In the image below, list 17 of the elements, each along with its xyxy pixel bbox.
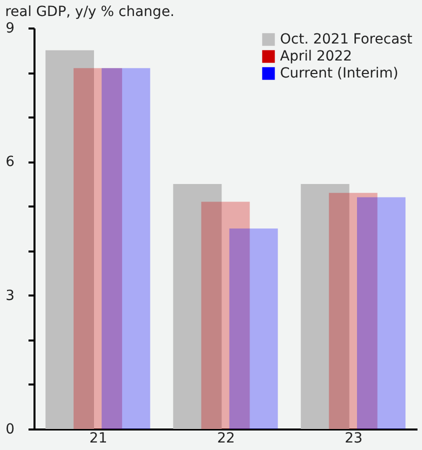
bar xyxy=(356,197,406,429)
y-tick-label: 9 xyxy=(6,20,14,36)
y-tick-label: 6 xyxy=(6,154,15,170)
bar xyxy=(102,68,150,429)
bar xyxy=(229,228,278,429)
x-tick-label: 23 xyxy=(344,430,363,446)
legend-label: April 2022 xyxy=(280,48,352,64)
bar xyxy=(45,50,94,429)
bar xyxy=(173,184,222,429)
legend-label: Current (Interim) xyxy=(280,66,398,82)
bar xyxy=(300,184,350,429)
x-tick-label: 22 xyxy=(217,430,235,446)
y-tick-label: 0 xyxy=(6,422,14,438)
y-tick-label: 3 xyxy=(6,288,14,304)
legend-label: Oct. 2021 Forecast xyxy=(280,32,413,48)
x-tick-label: 21 xyxy=(89,430,108,446)
chart-title: real GDP, y/y % change. xyxy=(5,4,175,20)
